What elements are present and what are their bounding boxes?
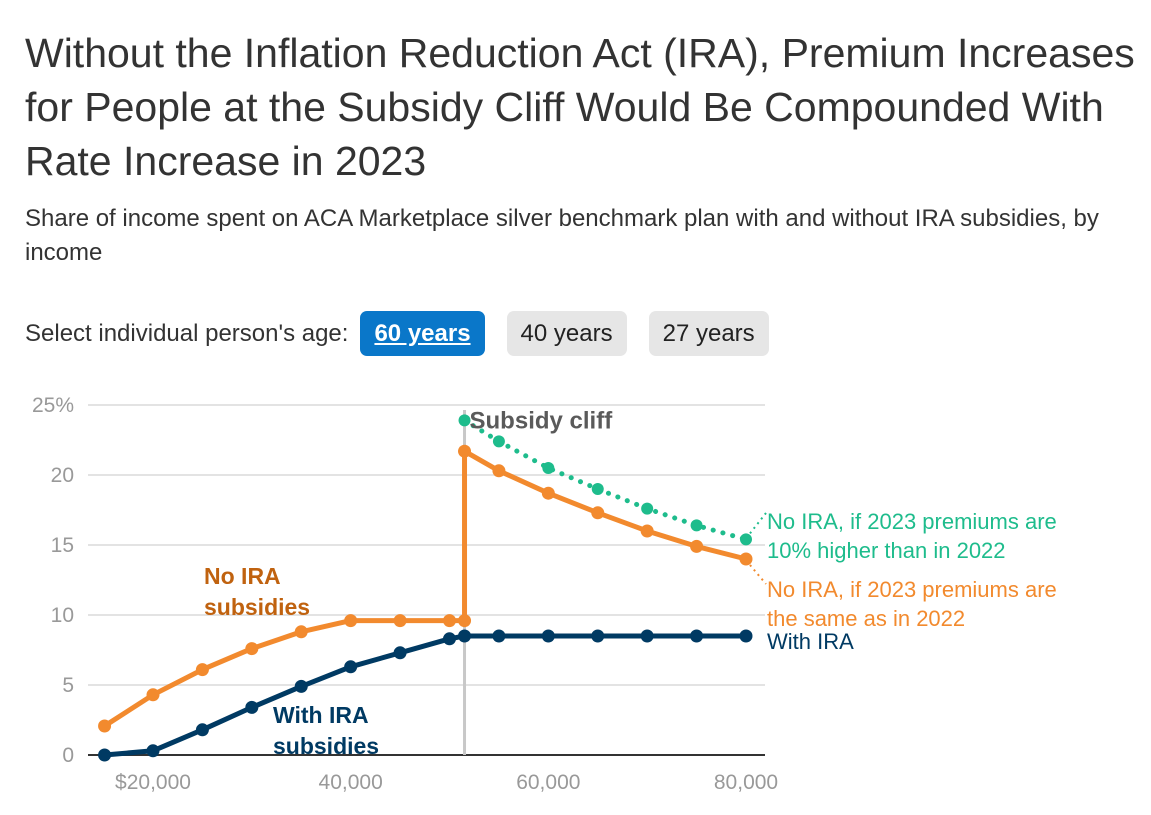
data-point-no_ira: [492, 464, 506, 478]
end-label-no_ira_10pct: No IRA, if 2023 premiums are: [767, 509, 1057, 534]
y-tick-label: 25%: [32, 394, 74, 417]
data-point-no_ira_10pct: [591, 483, 604, 495]
data-point-no_ira: [294, 625, 308, 639]
series-group: [98, 414, 753, 762]
data-point-with_ira: [146, 744, 160, 758]
end-label-no_ira_10pct: 10% higher than in 2022: [767, 538, 1006, 563]
end-labels: No IRA, if 2023 premiums are 10% higher t…: [749, 509, 1057, 654]
data-point-with_ira: [591, 629, 605, 643]
data-point-with_ira: [458, 629, 472, 643]
annotation-no_ira_label: subsidies: [204, 594, 310, 620]
y-tick-label: 10: [51, 604, 74, 627]
data-point-with_ira: [541, 629, 555, 643]
line-chart: 0 5 10 15 20 25% $20,000 40,000 60,000 80,000 Su…: [32, 394, 1057, 794]
data-point-no_ira: [98, 719, 112, 733]
data-point-with_ira: [492, 629, 506, 643]
x-tick-label: 80,000: [714, 771, 778, 794]
data-point-no_ira: [458, 444, 472, 458]
data-point-no_ira: [443, 614, 456, 628]
data-point-no_ira: [591, 506, 605, 520]
data-point-with_ira: [344, 660, 358, 674]
data-point-no_ira: [344, 614, 358, 628]
series-line-no_ira: [102, 448, 749, 729]
data-point-no_ira_10pct: [542, 462, 555, 474]
data-point-with_ira: [739, 629, 753, 643]
x-axis-ticks: $20,000 40,000 60,000 80,000: [115, 771, 778, 794]
y-axis-ticks: 0 5 10 15 20 25%: [32, 394, 74, 767]
data-point-with_ira: [690, 629, 704, 643]
data-point-no_ira: [739, 552, 753, 566]
chart-title: Without the Inflation Reduction Act (IRA…: [25, 30, 1135, 184]
data-point-no_ira_10pct: [740, 533, 752, 546]
series-line-with_ira: [102, 633, 749, 758]
annotations: Subsidy cliff No IRA subsidies With IRA subs…: [204, 407, 613, 759]
data-point-no_ira_10pct: [492, 435, 505, 448]
data-point-no_ira_10pct: [641, 502, 654, 515]
age-button-40[interactable]: 40 years: [506, 311, 627, 356]
y-tick-label: 20: [51, 464, 74, 487]
data-point-no_ira_10pct: [458, 414, 471, 427]
y-tick-label: 15: [51, 534, 74, 557]
data-point-with_ira: [393, 646, 407, 660]
chart-subtitle: Share of income spent on ACA Marketplace…: [25, 205, 1099, 266]
data-point-with_ira: [443, 632, 456, 646]
annotation-no_ira_label: No IRA: [204, 563, 281, 589]
leader-line-no_ira: [749, 564, 767, 585]
data-point-with_ira: [245, 700, 259, 714]
age-selector-label: Select individual person's age:: [25, 319, 349, 347]
data-point-with_ira: [98, 748, 112, 762]
data-point-no_ira_10pct: [690, 519, 703, 532]
x-tick-label: $20,000: [115, 771, 191, 794]
x-tick-label: 40,000: [319, 771, 383, 794]
data-point-no_ira: [458, 614, 472, 628]
data-point-no_ira: [541, 486, 555, 500]
end-label-no_ira: No IRA, if 2023 premiums are: [767, 577, 1057, 602]
data-point-no_ira: [245, 642, 259, 656]
data-point-no_ira: [640, 524, 654, 538]
age-button-60[interactable]: 60 years: [360, 311, 485, 356]
data-point-with_ira: [195, 723, 209, 737]
x-tick-label: 60,000: [516, 771, 580, 794]
leader-line-no_ira_10pct: [749, 512, 767, 535]
age-button-27[interactable]: 27 years: [648, 311, 769, 356]
end-label-with_ira: With IRA: [767, 629, 854, 654]
y-tick-label: 5: [62, 674, 74, 697]
age-selector: Select individual person's age: 60 years…: [25, 311, 791, 356]
annotation-with_ira_label: With IRA: [273, 702, 369, 728]
data-point-with_ira: [294, 679, 308, 693]
data-point-with_ira: [640, 629, 654, 643]
data-point-no_ira: [146, 688, 160, 702]
annotation-with_ira_label: subsidies: [273, 733, 379, 759]
y-tick-label: 0: [62, 744, 74, 767]
data-point-no_ira: [195, 663, 209, 677]
gridlines: [88, 404, 765, 756]
data-point-no_ira: [393, 614, 407, 628]
end-label-no_ira: the same as in 2022: [767, 606, 965, 631]
series-line-no_ira_10pct: [462, 417, 749, 542]
data-point-no_ira: [690, 539, 704, 553]
subsidy-cliff-label: Subsidy cliff: [470, 407, 614, 434]
